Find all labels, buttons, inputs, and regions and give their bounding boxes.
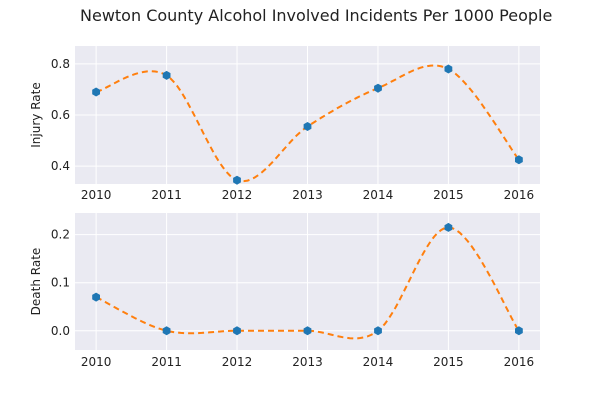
x-tick-label: 2016 (504, 355, 535, 369)
data-point (233, 175, 241, 185)
y-axis-label: Injury Rate (29, 82, 43, 147)
x-tick-label: 2016 (504, 188, 535, 202)
data-point (303, 122, 312, 131)
data-point (374, 83, 382, 93)
chart-title: Newton County Alcohol Involved Incidents… (80, 6, 553, 25)
data-point (444, 64, 453, 74)
y-tick-label: 0.4 (51, 159, 70, 173)
x-tick-label: 2013 (292, 188, 323, 202)
x-tick-label: 2012 (222, 355, 253, 369)
data-point (162, 70, 171, 80)
data-point (374, 326, 382, 336)
y-axis-label: Death Rate (29, 248, 43, 316)
y-tick-label: 0.1 (51, 276, 70, 290)
x-tick-label: 2014 (363, 355, 394, 369)
x-tick-label: 2010 (81, 188, 112, 202)
data-point (162, 326, 171, 336)
data-point (303, 326, 312, 336)
data-point (515, 326, 523, 336)
data-point (233, 326, 241, 336)
data-point (515, 155, 523, 165)
data-point (92, 87, 100, 97)
x-tick-label: 2013 (292, 355, 323, 369)
data-point (444, 222, 453, 232)
x-tick-label: 2015 (433, 355, 464, 369)
x-tick-label: 2012 (222, 188, 253, 202)
y-tick-label: 0.6 (51, 108, 70, 122)
y-tick-label: 0.2 (51, 228, 70, 242)
x-tick-label: 2015 (433, 188, 464, 202)
x-tick-label: 2011 (151, 188, 182, 202)
x-tick-label: 2014 (363, 188, 394, 202)
x-tick-label: 2011 (151, 355, 182, 369)
x-tick-label: 2010 (81, 355, 112, 369)
y-tick-label: 0.0 (51, 324, 70, 338)
y-tick-label: 0.8 (51, 57, 70, 71)
data-point (92, 292, 100, 302)
